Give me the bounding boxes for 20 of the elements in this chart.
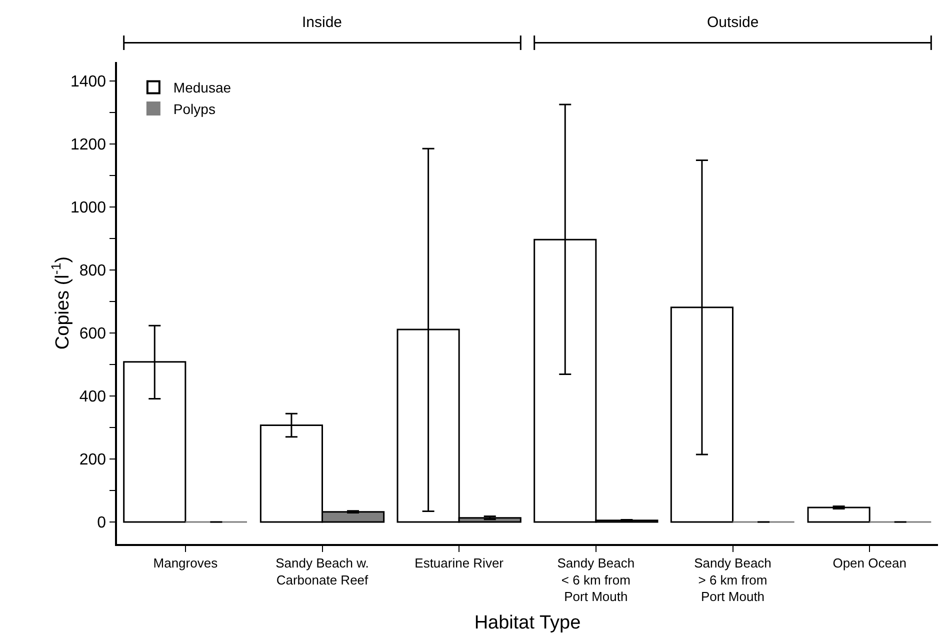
y-tick-label: 600 [79,326,106,343]
x-tick-label: Sandy Beach w. Carbonate Reef [276,555,369,588]
text: Outside [707,14,759,31]
y-tick-label: 800 [79,262,106,280]
x-axis-title: Habitat Type [474,612,581,634]
y-tick-label: 1000 [70,200,106,217]
x-tick-label: Open Ocean [832,555,906,570]
text: Inside [302,14,342,31]
x-tick-label: Sandy Beach < 6 km from Port Mouth [557,555,635,604]
x-tick-label: Estuarine River [414,555,504,570]
legend-label: Polyps [173,100,216,117]
x-tick-label: Mangroves [153,555,218,570]
y-tick-label: 1200 [70,136,106,154]
y-tick-label: 1400 [70,74,106,90]
y-tick-label: 200 [79,452,106,469]
y-tick-label: 0 [97,514,106,532]
legend-label: Medusae [173,80,232,96]
x-tick-label: Sandy Beach > 6 km from Port Mouth [694,555,772,604]
bar [807,506,870,523]
y-tick-label: 400 [79,388,106,406]
